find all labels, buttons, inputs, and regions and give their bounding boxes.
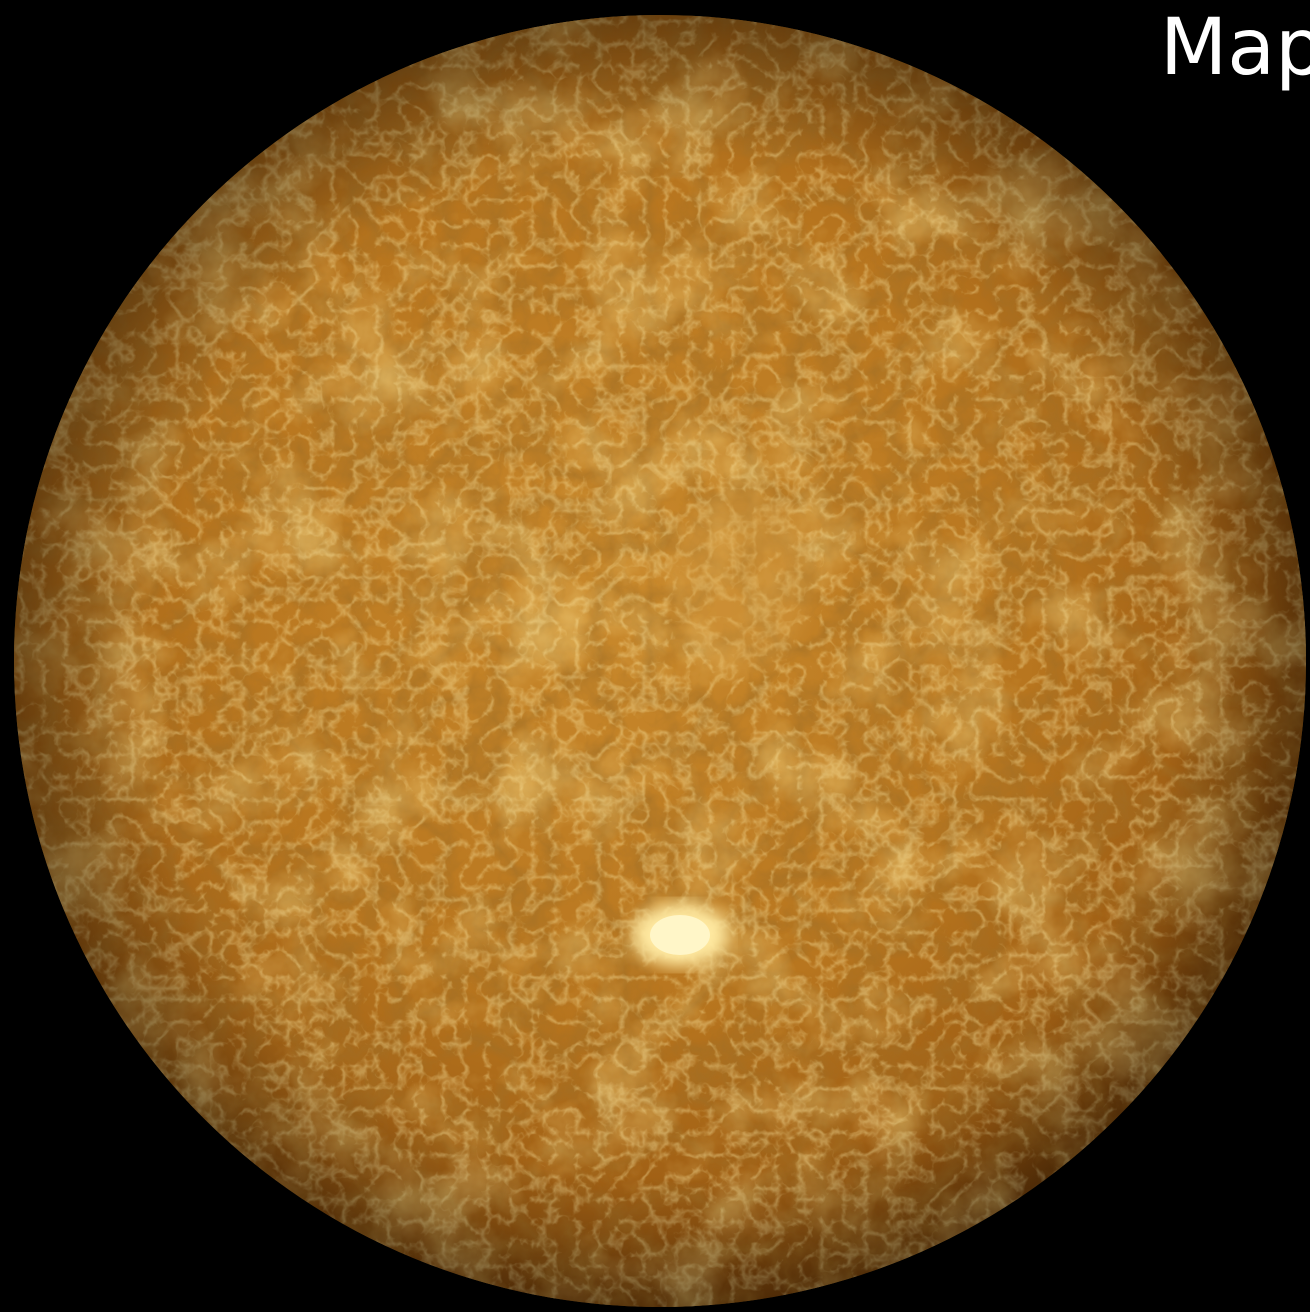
- planet-limb: [14, 15, 1306, 1307]
- caption: Map: [1160, 3, 1310, 93]
- planet: [14, 15, 1306, 1307]
